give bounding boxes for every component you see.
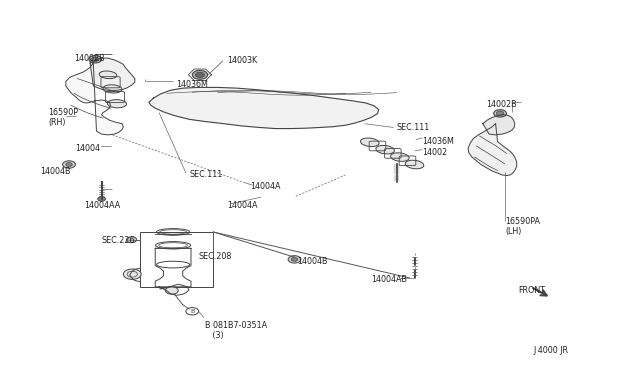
Text: 14036M: 14036M — [176, 80, 208, 89]
Text: SEC.208: SEC.208 — [198, 252, 232, 261]
Text: B: B — [190, 309, 195, 314]
Text: SEC.111: SEC.111 — [397, 123, 430, 132]
Circle shape — [493, 110, 506, 117]
Polygon shape — [66, 63, 124, 135]
Ellipse shape — [103, 85, 122, 93]
Circle shape — [291, 257, 298, 261]
Circle shape — [92, 57, 99, 61]
Polygon shape — [468, 124, 516, 176]
Text: 14004A: 14004A — [250, 182, 280, 191]
Polygon shape — [90, 58, 135, 90]
Circle shape — [63, 161, 76, 168]
Ellipse shape — [360, 138, 379, 147]
Text: 14004AB: 14004AB — [371, 275, 407, 284]
Ellipse shape — [376, 145, 394, 154]
Circle shape — [89, 55, 102, 63]
Text: 14036M: 14036M — [422, 137, 454, 146]
Text: 14003K: 14003K — [227, 56, 257, 65]
Ellipse shape — [99, 71, 116, 78]
Text: 14004AA: 14004AA — [84, 201, 120, 210]
Circle shape — [98, 197, 106, 201]
Text: 14004A: 14004A — [227, 201, 258, 210]
Ellipse shape — [390, 153, 409, 161]
Text: FRONT: FRONT — [518, 286, 545, 295]
Text: 14002B: 14002B — [74, 54, 105, 62]
Text: 14002B: 14002B — [486, 100, 516, 109]
Circle shape — [124, 269, 141, 279]
Polygon shape — [483, 115, 515, 135]
Ellipse shape — [405, 160, 424, 169]
Text: 16590P
(RH): 16590P (RH) — [49, 108, 79, 127]
Circle shape — [192, 70, 207, 79]
Text: 14004: 14004 — [76, 144, 100, 153]
Text: SEC.111: SEC.111 — [189, 170, 222, 179]
Circle shape — [66, 163, 72, 166]
Text: 16590PA
(LH): 16590PA (LH) — [505, 217, 540, 237]
Circle shape — [288, 256, 301, 263]
Ellipse shape — [108, 100, 127, 108]
Circle shape — [127, 237, 137, 243]
Circle shape — [166, 287, 178, 294]
Text: B 081B7-0351A
   (3): B 081B7-0351A (3) — [205, 321, 267, 340]
Text: 14004B: 14004B — [40, 167, 71, 176]
Text: 14004B: 14004B — [298, 257, 328, 266]
Bar — [140, 232, 213, 287]
Circle shape — [195, 72, 204, 77]
Text: J 4000 JR: J 4000 JR — [534, 346, 569, 355]
Polygon shape — [149, 87, 379, 129]
Text: 14002: 14002 — [422, 148, 447, 157]
Circle shape — [496, 111, 504, 116]
Text: SEC.226: SEC.226 — [102, 236, 135, 246]
